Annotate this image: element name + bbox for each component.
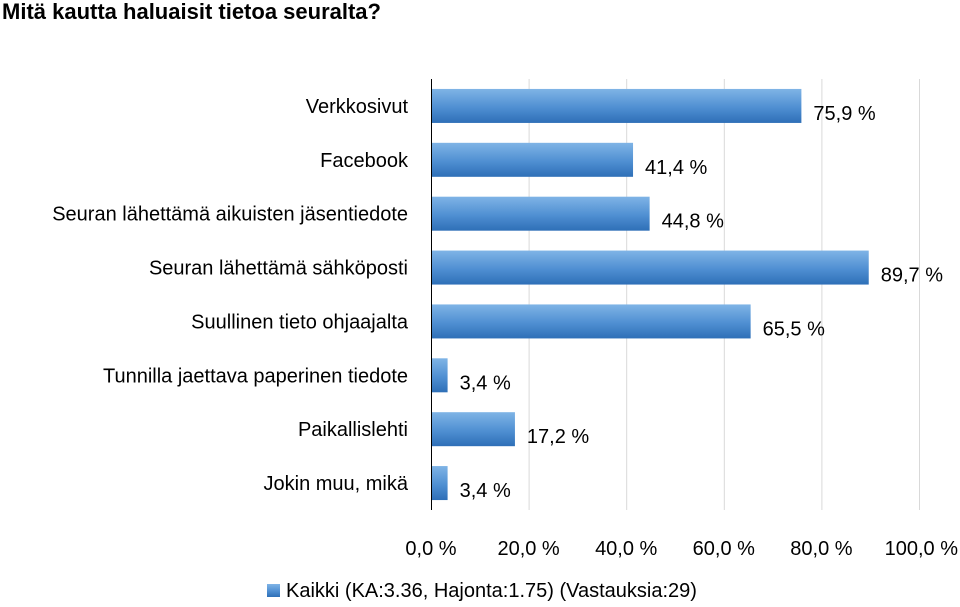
legend-label-1: Kaikki (KA:3.36, Hajonta:1.75) (Vastauks… (286, 580, 697, 602)
category-label-6: Tunnilla jaettava paperinen tiedote (103, 365, 408, 387)
data-label-1: 75,9 % (813, 103, 875, 125)
data-label-7: 17,2 % (527, 426, 589, 448)
data-label-6: 3,4 % (460, 372, 511, 394)
category-label-4: Seuran lähettämä sähköposti (149, 258, 408, 280)
bar-2 (432, 142, 634, 177)
bar-8 (432, 466, 448, 501)
bar-5 (432, 304, 751, 339)
data-label-4: 89,7 % (881, 265, 943, 287)
bars (432, 88, 869, 501)
bar-6 (432, 358, 448, 393)
category-label-7: Paikallislehti (298, 419, 408, 441)
x-tick-label-100: 100,0 % (885, 538, 959, 560)
x-tick-label-20: 20,0 % (497, 538, 559, 560)
x-tick-label-80: 80,0 % (790, 538, 852, 560)
data-label-2: 41,4 % (645, 157, 707, 179)
category-label-1: Verkkosivut (306, 96, 409, 118)
bar-7 (432, 412, 515, 447)
category-label-8: Jokin muu, mikä (264, 473, 409, 495)
legend-swatch-1 (267, 584, 280, 597)
bar-3 (432, 196, 650, 231)
data-label-5: 65,5 % (763, 318, 825, 340)
data-label-3: 44,8 % (662, 211, 724, 233)
bar-4 (432, 250, 869, 285)
category-label-5: Suullinen tieto ohjaajalta (191, 311, 409, 333)
x-tick-label-40: 40,0 % (595, 538, 657, 560)
category-label-2: Facebook (320, 150, 409, 172)
x-tick-label-60: 60,0 % (693, 538, 755, 560)
category-label-3: Seuran lähettämä aikuisten jäsentiedote (52, 204, 408, 226)
labels: Verkkosivut 75,9 % Facebook 41,4 % Seuran lä… (52, 96, 958, 560)
bar-1 (432, 88, 802, 123)
legend: Kaikki (KA:3.36, Hajonta:1.75) (Vastauks… (267, 580, 697, 602)
x-tick-label-0: 0,0 % (405, 538, 456, 560)
data-label-8: 3,4 % (460, 480, 511, 502)
chart-title: Mitä kautta haluaisit tietoa seuralta? (2, 0, 381, 24)
